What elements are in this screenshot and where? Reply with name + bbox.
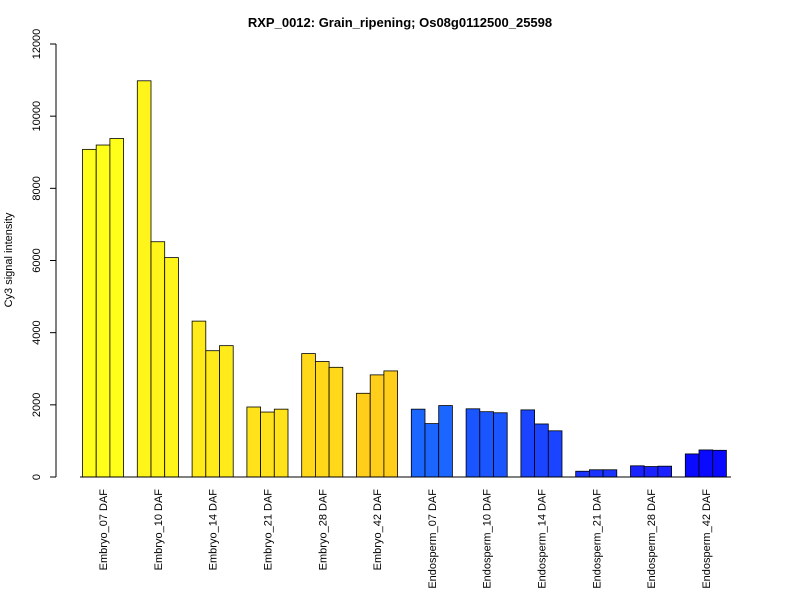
y-axis-label: Cy3 signal intensity [3,212,15,307]
bar [314,361,330,478]
bar [205,350,220,478]
bar [109,138,125,478]
x-tick-label: Endosperm_28 DAF [646,489,658,589]
y-tick-label: 4000 [31,320,43,344]
bar [479,411,494,478]
bar [246,406,261,478]
bar [82,148,97,478]
y-axis: 0 2000 4000 6000 8000 10000 12000 [31,29,57,480]
x-axis-labels: Embryo_07 DAF Embryo_10 DAF Embryo_14 DAF E… [98,489,713,589]
bar [547,430,563,478]
bar [136,80,152,478]
bar [438,405,453,478]
x-tick-label: Embryo_42 DAF [372,489,384,571]
bar [657,465,673,478]
y-tick-label: 12000 [31,29,43,60]
bar [602,469,618,478]
bar [219,345,234,478]
y-tick-label: 6000 [31,248,43,272]
bar [164,257,179,478]
bar [301,353,316,478]
bar [589,469,604,478]
x-tick-label: Endosperm_21 DAF [591,489,603,589]
y-tick-label: 2000 [31,393,43,417]
bar [95,144,111,478]
bar [493,412,508,478]
bar [684,453,700,478]
bar [698,449,714,478]
bar [356,392,371,478]
x-tick-label: Endosperm_14 DAF [536,489,548,589]
bar [712,449,727,478]
x-tick-label: Endosperm_42 DAF [701,489,713,589]
bar [643,466,659,478]
bar [150,241,166,478]
bar [410,408,426,478]
y-tick-label: 10000 [31,101,43,132]
bar [369,374,385,478]
x-tick-label: Endosperm_07 DAF [427,489,439,589]
chart-title: RXP_0012: Grain_ripening; Os08g0112500_2… [248,15,552,30]
bar [465,408,481,478]
y-tick-label: 8000 [31,176,43,200]
bar [520,409,536,478]
bar [534,423,549,478]
bar [575,470,590,478]
bar [424,423,440,478]
x-tick-label: Embryo_10 DAF [153,489,165,571]
x-tick-label: Embryo_28 DAF [317,489,329,571]
x-tick-label: Embryo_14 DAF [208,489,220,571]
y-tick-label: 0 [31,474,43,480]
bar [383,370,398,478]
bars [82,80,727,478]
bar [630,465,645,478]
x-tick-label: Embryo_21 DAF [262,489,274,571]
bar [191,320,207,478]
bar [273,408,289,478]
bar [328,366,344,478]
x-tick-label: Embryo_07 DAF [98,489,110,571]
bar [260,411,275,478]
x-tick-label: Endosperm_10 DAF [482,489,494,589]
